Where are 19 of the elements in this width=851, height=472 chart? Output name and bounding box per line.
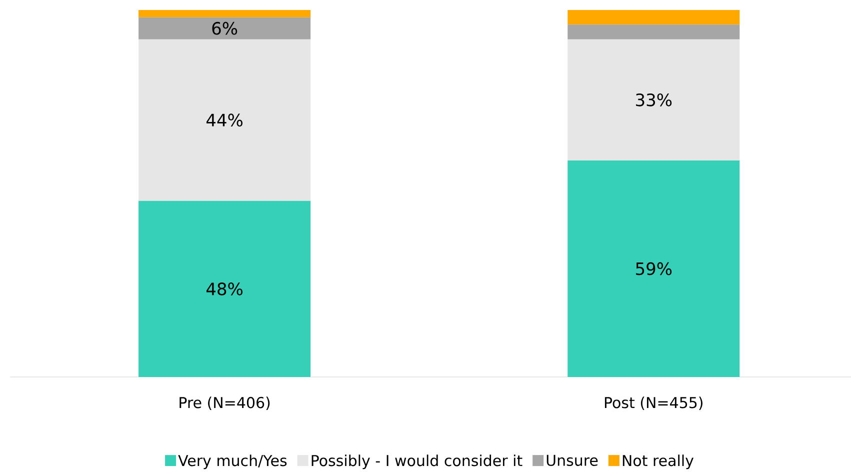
- bar: [138, 200, 311, 377]
- legend-label: Possibly - I would consider it: [312, 454, 522, 470]
- data-label: 48%: [206, 282, 242, 296]
- legend-label: Unsure: [546, 454, 598, 466]
- data-label: 6%: [212, 22, 238, 35]
- bar: [138, 17, 311, 40]
- bar: [568, 24, 740, 40]
- bar: [568, 160, 740, 377]
- bar: [138, 10, 311, 18]
- bar: [568, 39, 740, 160]
- legend-label: Very much/Yes: [178, 454, 287, 470]
- data-label: 33%: [636, 93, 672, 106]
- data-label: 59%: [636, 262, 672, 276]
- bar: [138, 39, 311, 201]
- data-label: 44%: [206, 114, 242, 127]
- bar: [568, 10, 740, 25]
- x-tick-label: Pre (N=406): [180, 396, 270, 410]
- legend-label: Not really: [622, 454, 694, 470]
- x-tick-label: Post (N=455): [604, 396, 702, 410]
